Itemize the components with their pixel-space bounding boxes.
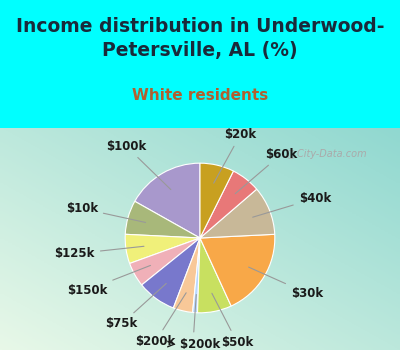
Wedge shape	[200, 171, 257, 238]
Wedge shape	[173, 238, 200, 313]
Text: White residents: White residents	[132, 88, 268, 103]
Text: $40k: $40k	[253, 192, 331, 217]
Text: $50k: $50k	[212, 293, 253, 349]
Wedge shape	[125, 234, 200, 264]
Text: > $200k: > $200k	[166, 295, 220, 350]
Wedge shape	[142, 238, 200, 308]
Text: $30k: $30k	[248, 267, 323, 300]
Text: $20k: $20k	[214, 128, 256, 183]
Wedge shape	[125, 201, 200, 238]
Text: $75k: $75k	[105, 284, 166, 330]
Wedge shape	[200, 163, 234, 238]
Text: Income distribution in Underwood-
Petersville, AL (%): Income distribution in Underwood- Peters…	[16, 17, 384, 60]
Text: $125k: $125k	[54, 246, 144, 260]
Wedge shape	[200, 234, 275, 306]
Text: $100k: $100k	[106, 140, 171, 190]
Wedge shape	[192, 238, 200, 313]
Text: $10k: $10k	[66, 202, 146, 223]
Wedge shape	[198, 238, 231, 313]
Wedge shape	[200, 189, 275, 238]
Text: $150k: $150k	[67, 265, 150, 296]
Wedge shape	[135, 163, 200, 238]
Wedge shape	[130, 238, 200, 285]
Text: $60k: $60k	[235, 148, 298, 194]
Text: ⓘ City-Data.com: ⓘ City-Data.com	[288, 149, 367, 159]
Text: $200k: $200k	[135, 293, 186, 348]
